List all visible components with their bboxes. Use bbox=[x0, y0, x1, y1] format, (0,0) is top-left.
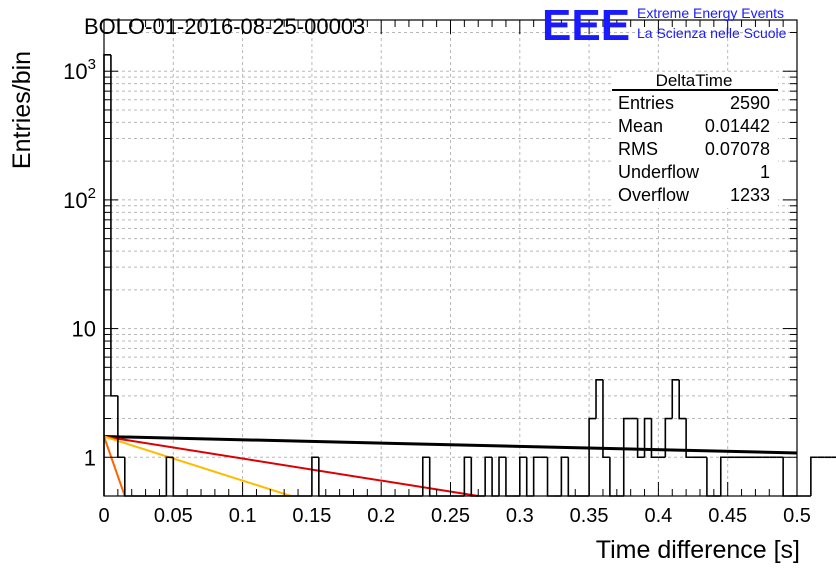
histogram-bin bbox=[498, 456, 506, 496]
histogram-bin bbox=[567, 457, 576, 497]
x-tick-label: 0.35 bbox=[570, 505, 609, 527]
histogram-bin bbox=[123, 457, 132, 497]
histogram-bin bbox=[595, 378, 603, 419]
fit-curve bbox=[103, 435, 292, 497]
histogram-bin bbox=[484, 456, 493, 496]
histogram-bin bbox=[172, 457, 181, 497]
histogram-bin bbox=[706, 457, 714, 497]
stats-row-label: RMS bbox=[618, 139, 658, 159]
fit-curve bbox=[103, 435, 479, 497]
histogram-bin bbox=[671, 378, 680, 419]
histogram-bin bbox=[103, 54, 111, 496]
stats-row-value: 1 bbox=[760, 162, 770, 182]
x-tick-label: 0.25 bbox=[431, 505, 470, 527]
histogram-bin bbox=[165, 456, 174, 496]
histogram-bin bbox=[491, 457, 500, 497]
eee-logo: EEE Extreme Energy Events La Scienza nel… bbox=[542, 1, 787, 50]
histogram-bin bbox=[546, 457, 555, 497]
stats-row-value: 0.01442 bbox=[705, 116, 770, 136]
x-tick-label: 0.15 bbox=[292, 505, 331, 527]
histogram-bin bbox=[463, 456, 472, 496]
histogram-bin bbox=[421, 456, 430, 496]
histogram-bin bbox=[318, 457, 326, 497]
stats-row-value: 1233 bbox=[730, 185, 770, 205]
x-tick-label: 0 bbox=[98, 505, 109, 527]
histogram-bin bbox=[719, 456, 728, 496]
y-tick-label: 10 bbox=[72, 317, 96, 342]
histogram-bin bbox=[588, 417, 597, 496]
histogram-bin bbox=[560, 456, 569, 496]
histogram-bin bbox=[622, 417, 631, 496]
x-tick-label: 0.1 bbox=[229, 505, 257, 527]
histogram-bin bbox=[678, 379, 687, 420]
y-tick-label: 103 bbox=[63, 56, 96, 84]
axes: 0 0.05 0.1 0.15 0.2 0.25 0.3 0.35 0.4 0.45 0.5 1 10 1… bbox=[63, 20, 811, 527]
histogram-bin bbox=[650, 418, 659, 459]
histogram-bin bbox=[117, 395, 125, 459]
histogram-bin bbox=[609, 457, 617, 497]
stats-row-label: Overflow bbox=[618, 185, 690, 205]
x-tick-label: 0.2 bbox=[367, 505, 395, 527]
logo-line-2: La Scienza nelle Scuole bbox=[637, 25, 787, 41]
histogram-bin bbox=[602, 379, 610, 459]
histogram-bin bbox=[664, 417, 673, 458]
y-tick-label: 1 bbox=[84, 445, 96, 470]
eee-logo-letters: EEE bbox=[542, 1, 630, 50]
stats-row-label: Underflow bbox=[618, 162, 700, 182]
histogram-bin bbox=[110, 54, 118, 397]
histogram-bin bbox=[636, 418, 645, 459]
histogram-bin bbox=[505, 457, 513, 497]
fit-curves bbox=[103, 434, 798, 497]
stats-title: DeltaTime bbox=[656, 71, 733, 90]
x-tick-label: 0.3 bbox=[506, 505, 534, 527]
histogram-bin bbox=[525, 457, 534, 497]
histogram-bin bbox=[782, 457, 791, 497]
histogram-bin bbox=[532, 456, 541, 496]
histogram-bin bbox=[643, 417, 652, 458]
histogram-bin bbox=[519, 456, 527, 496]
stats-row-value: 0.07078 bbox=[705, 139, 770, 159]
fit-curve bbox=[103, 434, 798, 455]
stats-row-label: Mean bbox=[618, 116, 663, 136]
y-tick-label: 102 bbox=[63, 185, 96, 213]
y-axis-title: Entries/bin bbox=[8, 51, 36, 169]
stats-row-label: Entries bbox=[618, 93, 674, 113]
fit-curve bbox=[103, 436, 126, 497]
run-title: BOLO-01-2016-08-25-00003 bbox=[84, 14, 365, 39]
stats-box: DeltaTime Entries 2590 Mean 0.01442 RMS 0.070… bbox=[612, 71, 778, 208]
histogram-bin bbox=[685, 418, 694, 459]
x-tick-label: 0.05 bbox=[154, 505, 193, 527]
x-tick-label: 0.4 bbox=[644, 505, 672, 527]
histogram-bin bbox=[311, 456, 319, 496]
histogram-bin bbox=[470, 457, 479, 497]
x-tick-label: 0.5 bbox=[783, 505, 811, 527]
stats-row-value: 2590 bbox=[730, 93, 770, 113]
logo-line-1: Extreme Energy Events bbox=[637, 5, 784, 21]
x-tick-label: 0.45 bbox=[708, 505, 747, 527]
histogram-bin bbox=[810, 456, 818, 496]
x-axis-title: Time difference [s] bbox=[596, 536, 800, 564]
